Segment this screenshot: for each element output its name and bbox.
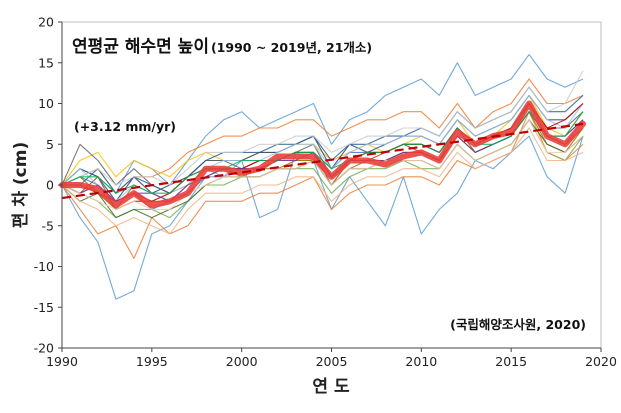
trend-rate-label: (+3.12 mm/yr) <box>74 119 176 134</box>
y-tick-label: 15 <box>38 55 54 70</box>
series-line-station-20 <box>61 111 584 194</box>
y-tick-label: -15 <box>34 300 54 315</box>
y-axis-title: 편 차 (cm) <box>11 142 31 228</box>
x-tick-label: 2000 <box>226 354 258 369</box>
chart-subtitle: (1990 ~ 2019년, 21개소) <box>211 40 372 55</box>
y-tick-label: -20 <box>34 341 54 356</box>
y-tick-label: 20 <box>38 15 54 30</box>
series-line-station-15 <box>61 127 584 235</box>
x-axis-title: 연 도 <box>312 377 350 397</box>
axes-layer <box>58 21 602 352</box>
series-line-station-16 <box>61 70 584 186</box>
series-line-station-21 <box>61 119 584 210</box>
x-tick-label: 2005 <box>316 354 348 369</box>
y-tick-label: -10 <box>34 259 54 274</box>
y-tick-label: 10 <box>38 96 54 111</box>
x-tick-label: 1990 <box>46 354 78 369</box>
y-tick-label: 0 <box>46 178 54 193</box>
y-tick-label: -5 <box>42 218 54 233</box>
x-tick-label: 2020 <box>585 354 617 369</box>
x-tick-label: 2015 <box>495 354 527 369</box>
x-tick-label: 2010 <box>405 354 437 369</box>
series-line-station-01 <box>61 135 584 300</box>
chart-title-main: 연평균 해수면 높이 <box>72 37 209 57</box>
y-tick-label: 5 <box>46 137 54 152</box>
source-label: (국립해양조사원, 2020) <box>450 317 586 332</box>
tick-labels-layer: -20 -15 -10 -5 0 5 10 15 20 1990 1995 2000 2005 2010 2… <box>34 15 617 370</box>
trend-line <box>61 122 584 200</box>
chart-title: 연평균 해수면 높이 (1990 ~ 2019년, 21개소) <box>72 37 372 57</box>
x-tick-label: 1995 <box>136 354 168 369</box>
trend-line-layer <box>61 122 584 200</box>
